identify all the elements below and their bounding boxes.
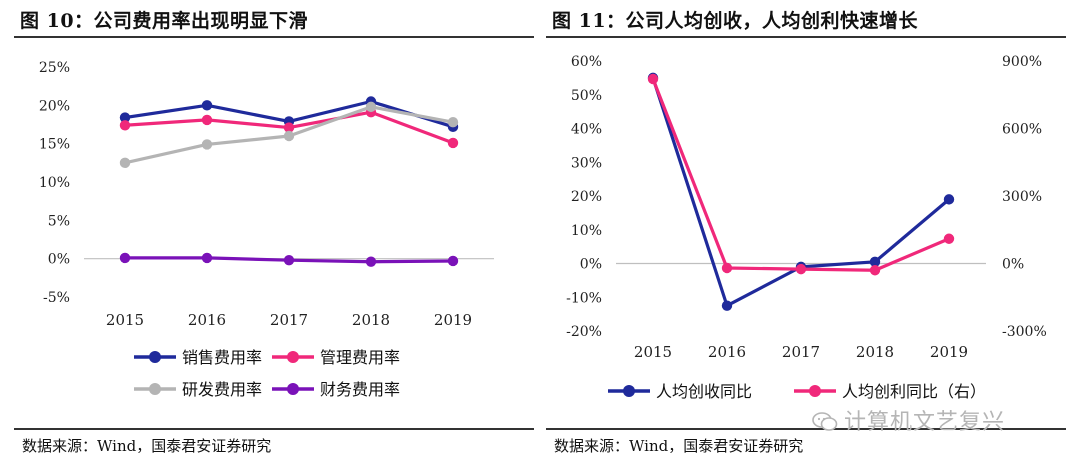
series-point-1: [647, 73, 659, 85]
legend-marker-0: [149, 351, 161, 363]
figure-11-panel: 图 11：公司人均创收，人均创利快速增长 -20% -10% 0% 10% 20% 30%…: [546, 0, 1076, 467]
series-point-0: [721, 300, 733, 311]
series-point-3: [201, 252, 213, 264]
figure-11-source: 数据来源：Wind，国泰君安证券研究: [554, 437, 804, 455]
y-tick-label: 15%: [39, 137, 70, 153]
legend-marker-0: [623, 385, 635, 397]
series-line-1: [651, 78, 950, 272]
y-tick-label: 20%: [39, 98, 70, 114]
y-tick-label: -10%: [566, 290, 602, 306]
x-tick-label: 2016: [708, 343, 746, 361]
series-point-1: [721, 262, 733, 274]
series-point-2: [201, 139, 213, 150]
watermark: 计算机文艺复兴: [812, 404, 1005, 436]
figure-11-top-rule: [546, 36, 1066, 38]
watermark-text: 计算机文艺复兴: [844, 410, 1006, 435]
y2-tick-label: 600%: [1002, 122, 1042, 138]
series-point-2: [365, 101, 377, 113]
figure-11-chart: -20% -10% 0% 10% 20% 30% 40% 50% 60% -300% 0% 300% 6…: [566, 54, 1047, 401]
y-tick-label: 0%: [580, 257, 602, 273]
legend-label-0: 人均创收同比: [656, 382, 752, 401]
y-tick-label: 20%: [571, 189, 602, 205]
figure-10-panel: 图 10：公司费用率出现明显下滑 -5% 0% 5% 10% 15% 20% 25% 2015…: [14, 0, 544, 467]
x-tick-label: 2017: [270, 311, 308, 329]
figure-10-bottom-rule: [14, 428, 534, 430]
x-tick-label: 2018: [352, 311, 390, 329]
series-point-2: [283, 130, 295, 142]
x-tick-label: 2018: [856, 343, 894, 361]
legend-marker-1: [287, 351, 299, 363]
legend-label-3: 财务费用率: [320, 380, 400, 399]
y2-tick-label: 300%: [1002, 189, 1042, 205]
figure-10-chart: -5% 0% 5% 10% 15% 20% 25% 2015 2016 2017 2018 2019 销…: [39, 60, 494, 399]
legend-label-2: 研发费用率: [182, 380, 262, 399]
y-tick-label: 25%: [39, 60, 70, 76]
y-tick-label: 10%: [571, 223, 602, 239]
series-point-0: [119, 112, 131, 123]
y-tick-label: 30%: [571, 155, 602, 171]
series-point-1: [201, 114, 213, 126]
series-point-1: [283, 122, 295, 133]
legend-label-0: 销售费用率: [182, 348, 262, 367]
x-tick-label: 2015: [634, 343, 672, 361]
x-tick-label: 2015: [106, 311, 144, 329]
series-point-1: [795, 263, 807, 275]
y-tick-label: -5%: [43, 290, 70, 306]
x-tick-label: 2016: [188, 311, 226, 329]
y-tick-label: 40%: [571, 122, 602, 138]
series-point-0: [869, 256, 881, 268]
legend-marker-1: [809, 385, 821, 397]
series-point-2: [119, 157, 131, 169]
figure-10-top-rule: [14, 36, 534, 38]
figure-11-bottom-rule: [546, 428, 1066, 430]
figure-11-title: 图 11：公司人均创收，人均创利快速增长: [552, 10, 919, 32]
y-tick-label: -20%: [566, 324, 602, 340]
y-tick-label: 10%: [39, 175, 70, 191]
series-point-3: [283, 255, 295, 266]
series-point-2: [447, 117, 459, 128]
y-tick-label: 5%: [48, 213, 70, 229]
legend-marker-3: [287, 383, 299, 395]
series-point-0: [201, 100, 213, 111]
series-point-3: [447, 255, 459, 267]
y2-tick-label: 0%: [1002, 257, 1024, 273]
x-tick-label: 2019: [930, 343, 968, 361]
y-tick-label: 50%: [571, 88, 602, 104]
series-point-3: [119, 252, 131, 264]
series-point-1: [447, 137, 459, 149]
x-tick-label: 2017: [782, 343, 820, 361]
y2-tick-label: 900%: [1002, 54, 1042, 70]
legend-label-1: 人均创利同比（右）: [842, 382, 986, 401]
y-tick-label: 60%: [571, 54, 602, 70]
y-tick-label: 0%: [48, 252, 70, 268]
series-point-1: [869, 265, 881, 276]
series-point-1: [943, 233, 955, 244]
figure-10-source: 数据来源：Wind，国泰君安证券研究: [22, 437, 272, 455]
legend-marker-2: [149, 383, 161, 395]
wechat-icon: [812, 412, 838, 432]
series-point-1: [119, 120, 131, 131]
figure-10-title: 图 10：公司费用率出现明显下滑: [20, 10, 309, 32]
series-point-0: [943, 194, 955, 205]
x-tick-label: 2019: [434, 311, 472, 329]
series-point-3: [365, 256, 377, 267]
legend-label-1: 管理费用率: [320, 348, 400, 367]
y2-tick-label: -300%: [1002, 324, 1047, 340]
